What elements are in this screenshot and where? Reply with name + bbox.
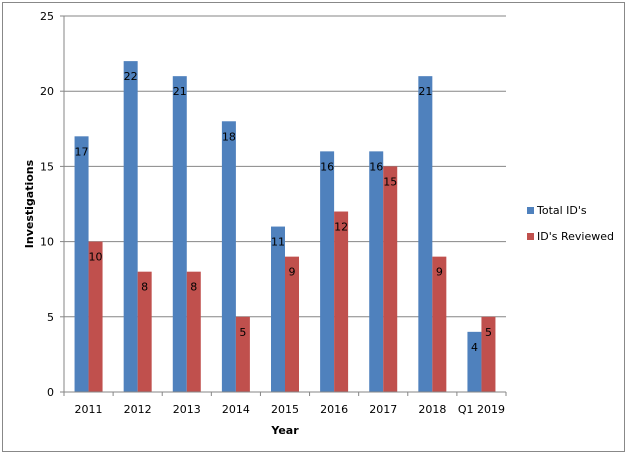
data-label: 17	[75, 145, 89, 158]
data-label: 22	[124, 70, 138, 83]
x-tick-label: 2016	[320, 403, 348, 416]
x-tick-label: 2012	[124, 403, 152, 416]
x-tick-label: 2018	[418, 403, 446, 416]
y-tick-label: 5	[47, 311, 54, 324]
legend-label: ID's Reviewed	[537, 230, 614, 243]
data-label: 15	[383, 175, 397, 188]
bar-total-ids	[74, 136, 89, 392]
x-axis-title: Year	[270, 424, 299, 437]
bar-total-ids	[271, 226, 285, 392]
bar-ids-reviewed	[137, 271, 152, 392]
y-axis-title: Investigations	[23, 159, 36, 248]
data-label: 9	[436, 266, 443, 279]
x-tick-label: 2014	[222, 403, 250, 416]
bar-ids-reviewed	[88, 241, 103, 392]
data-label: 16	[369, 160, 383, 173]
data-label: 9	[289, 266, 296, 279]
bar-ids-reviewed	[186, 271, 201, 392]
data-label: 16	[320, 160, 334, 173]
legend-label: Total ID's	[536, 204, 587, 217]
x-tick-label: 2011	[75, 403, 103, 416]
x-tick-label: 2013	[173, 403, 201, 416]
data-label: 4	[471, 341, 478, 354]
bar-ids-reviewed	[383, 166, 398, 392]
legend: Total ID's ID's Reviewed	[527, 204, 614, 243]
legend-swatch	[527, 233, 534, 240]
data-label: 21	[418, 85, 432, 98]
bar-total-ids	[172, 76, 187, 392]
x-tick-label: 2017	[369, 403, 397, 416]
data-label: 12	[334, 221, 348, 234]
bar-total-ids	[320, 151, 335, 392]
data-label: 18	[222, 130, 236, 143]
y-tick-label: 15	[40, 160, 54, 173]
bar-ids-reviewed	[334, 211, 349, 392]
bar-total-ids	[221, 121, 236, 392]
data-label: 8	[141, 281, 148, 294]
data-label: 5	[485, 326, 492, 339]
bar-total-ids	[369, 151, 384, 392]
bar-ids-reviewed	[285, 256, 299, 392]
bar-total-ids	[467, 331, 482, 392]
bar-total-ids	[123, 61, 138, 393]
legend-swatch	[527, 207, 534, 214]
y-tick-label: 20	[40, 85, 54, 98]
chart-frame	[2, 2, 625, 452]
data-label: 10	[89, 251, 103, 264]
y-tick-label: 0	[47, 386, 54, 399]
axes: 0 5 10 15 20 25 2011 2012 2013 2014 2015 2016 2017 20…	[40, 10, 507, 416]
y-tick-label: 10	[40, 236, 54, 249]
bar-ids-reviewed	[235, 316, 250, 392]
data-label: 5	[239, 326, 246, 339]
data-label: 21	[173, 85, 187, 98]
bar-total-ids	[418, 76, 433, 392]
x-tick-label: 2015	[271, 403, 299, 416]
bar-ids-reviewed	[432, 256, 447, 392]
x-tick-label: Q1 2019	[458, 403, 505, 416]
data-label: 11	[271, 236, 285, 249]
y-tick-label: 25	[40, 10, 54, 23]
data-label: 8	[190, 281, 197, 294]
bar-ids-reviewed	[481, 316, 496, 392]
